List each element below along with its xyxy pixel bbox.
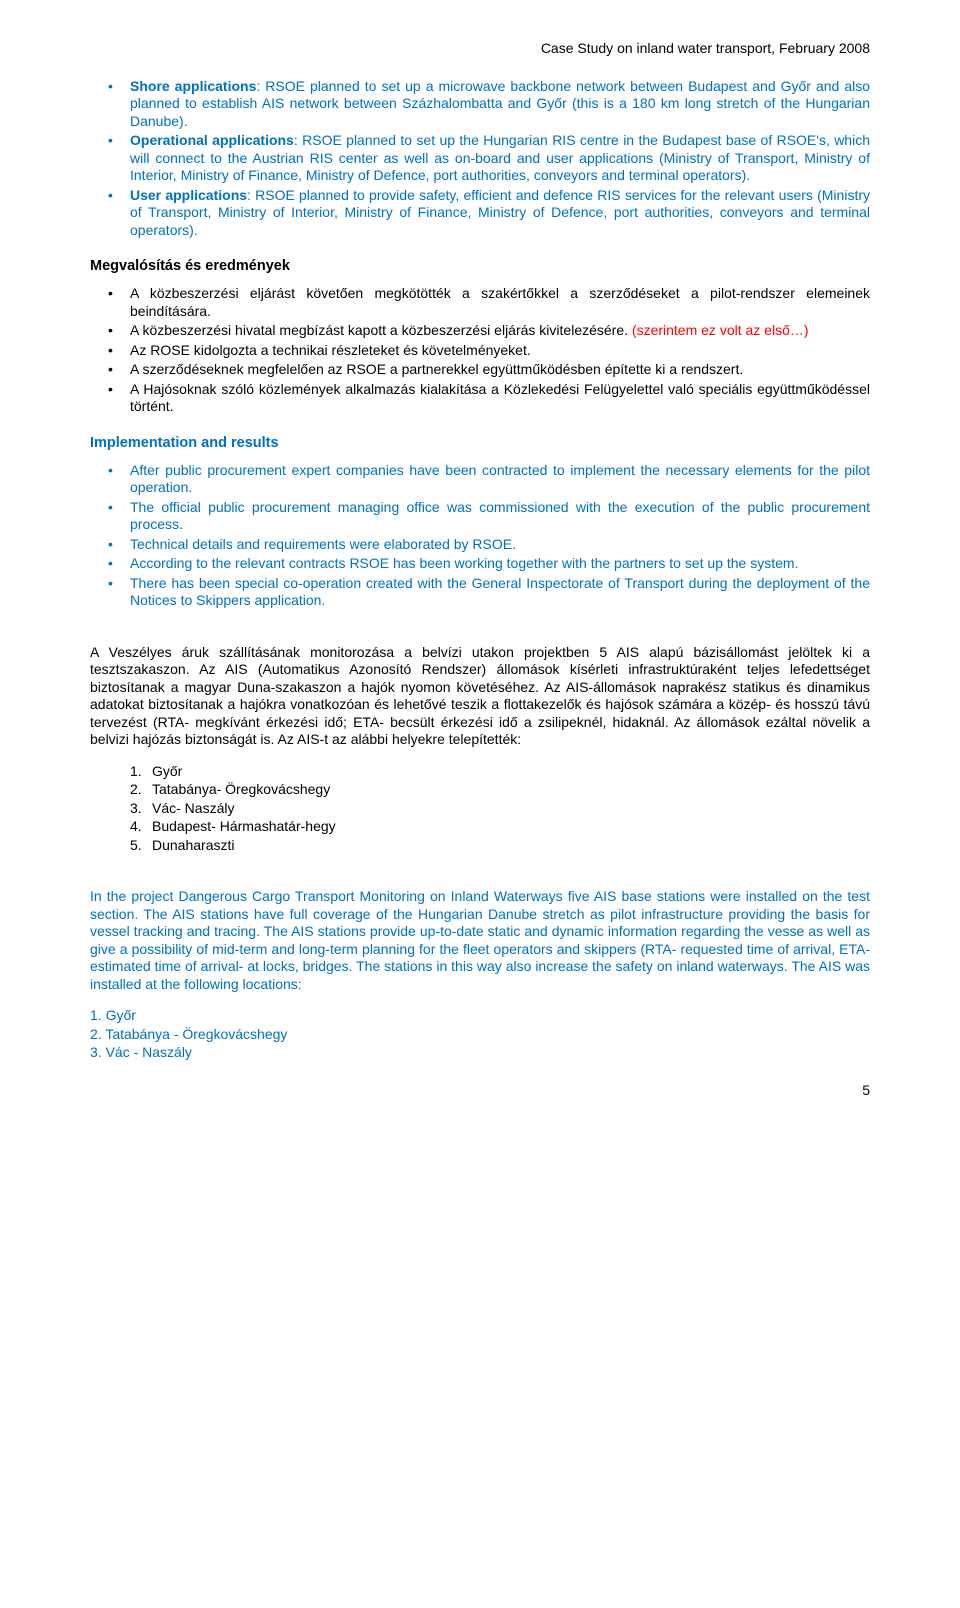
section-heading-en: Implementation and results [90, 434, 870, 452]
loc: Tatabánya- Öregkovácshegy [152, 781, 330, 797]
list-item: User applications: RSOE planned to provi… [130, 187, 870, 240]
black-span: A közbeszerzési hivatal megbízást kapott… [130, 322, 632, 338]
num: 5. [130, 837, 152, 855]
list-item: After public procurement expert companie… [130, 462, 870, 497]
loc: Vác - Naszály [106, 1044, 192, 1060]
list-item: 3.Vác- Naszály [130, 800, 870, 818]
blue-bullet-list-2: After public procurement expert companie… [90, 462, 870, 610]
blue-bullet-list-1: Shore applications: RSOE planned to set … [90, 78, 870, 240]
page-container: Case Study on inland water transport, Fe… [0, 0, 960, 1139]
list-item: Az ROSE kidolgozta a technikai részletek… [130, 342, 870, 360]
loc: Budapest- Hármashatár-hegy [152, 818, 336, 834]
list-item: There has been special co-operation crea… [130, 575, 870, 610]
loc: Dunaharaszti [152, 837, 235, 853]
list-item: 1.Győr [130, 763, 870, 781]
lead-text: Shore applications [130, 78, 256, 94]
lead-text: Operational applications [130, 132, 294, 148]
loc: Győr [152, 763, 182, 779]
section-heading-hu: Megvalósítás és eredmények [90, 257, 870, 275]
list-item: Technical details and requirements were … [130, 536, 870, 554]
list-item: 4.Budapest- Hármashatár-hegy [130, 818, 870, 836]
list-item: 3. Vác - Naszály [90, 1044, 870, 1062]
lead-text: User applications [130, 187, 247, 203]
location-list-hu: 1.Győr 2.Tatabánya- Öregkovácshegy 3.Vác… [90, 763, 870, 855]
loc: Tatabánya - Öregkovácshegy [105, 1026, 287, 1042]
list-item: 5.Dunaharaszti [130, 837, 870, 855]
list-item: Operational applications: RSOE planned t… [130, 132, 870, 185]
location-list-en: 1. Győr 2. Tatabánya - Öregkovácshegy 3.… [90, 1007, 870, 1062]
list-item: A közbeszerzési hivatal megbízást kapott… [130, 322, 870, 340]
list-item: A szerződéseknek megfelelően az RSOE a p… [130, 361, 870, 379]
list-item: Shore applications: RSOE planned to set … [130, 78, 870, 131]
list-item: A közbeszerzési eljárást követően megköt… [130, 285, 870, 320]
list-item: According to the relevant contracts RSOE… [130, 555, 870, 573]
red-span: (szerintem ez volt az első…) [632, 322, 809, 338]
page-header: Case Study on inland water transport, Fe… [90, 40, 870, 58]
num: 2. [130, 781, 152, 799]
num: 1. [130, 763, 152, 781]
paragraph-en: In the project Dangerous Cargo Transport… [90, 888, 870, 993]
list-item: 2.Tatabánya- Öregkovácshegy [130, 781, 870, 799]
num: 4. [130, 818, 152, 836]
paragraph-hu: A Veszélyes áruk szállításának monitoroz… [90, 644, 870, 749]
list-item: 2. Tatabánya - Öregkovácshegy [90, 1026, 870, 1044]
loc: Győr [106, 1007, 136, 1023]
black-bullet-list: A közbeszerzési eljárást követően megköt… [90, 285, 870, 416]
num: 3. [130, 800, 152, 818]
list-item: A Hajósoknak szóló közlemények alkalmazá… [130, 381, 870, 416]
list-item: 1. Győr [90, 1007, 870, 1025]
page-number: 5 [90, 1082, 870, 1100]
list-item: The official public procurement managing… [130, 499, 870, 534]
loc: Vác- Naszály [152, 800, 234, 816]
